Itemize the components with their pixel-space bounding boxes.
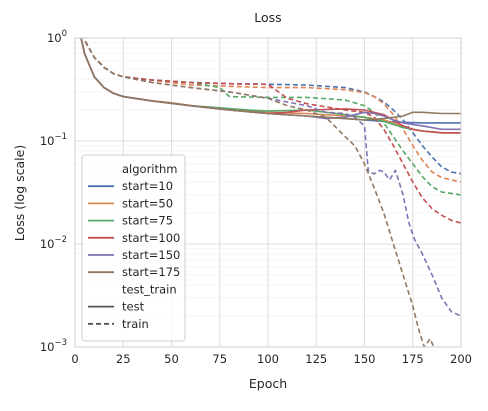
x-tick-label: 75 bbox=[212, 352, 227, 366]
y-tick-label: 10−1 bbox=[40, 132, 67, 148]
x-tick-label: 25 bbox=[116, 352, 131, 366]
y-tick-label: 10−3 bbox=[40, 338, 67, 354]
legend-label: start=150 bbox=[122, 248, 180, 262]
x-tick-label: 50 bbox=[164, 352, 179, 366]
chart-title: Loss bbox=[254, 10, 281, 25]
x-tick-label: 175 bbox=[402, 352, 424, 366]
x-tick-label: 100 bbox=[257, 352, 279, 366]
legend-box bbox=[81, 154, 186, 342]
legend-label: train bbox=[122, 317, 149, 331]
x-axis-label: Epoch bbox=[249, 376, 287, 391]
legend-label: start=50 bbox=[122, 196, 173, 210]
legend-style-title: test_train bbox=[122, 282, 177, 296]
series-line-start=10-train bbox=[83, 38, 461, 175]
y-tick-label: 10−2 bbox=[40, 235, 67, 251]
x-tick-label: 125 bbox=[305, 352, 327, 366]
legend-label: test bbox=[122, 300, 145, 314]
x-tick-label: 200 bbox=[450, 352, 472, 366]
legend-label: start=175 bbox=[122, 265, 180, 279]
series-line-start=75-train bbox=[83, 38, 461, 196]
x-tick-layer: 0 25 50 75 100 125 150 175 200 bbox=[71, 352, 472, 366]
y-axis-label: Loss (log scale) bbox=[12, 145, 27, 241]
legend-label: start=75 bbox=[122, 214, 173, 228]
series-layer bbox=[80, 38, 461, 347]
legend-label: start=100 bbox=[122, 231, 180, 245]
series-line-start=175-train bbox=[83, 38, 435, 347]
y-tick-label: 100 bbox=[47, 29, 67, 45]
legend-label: start=10 bbox=[122, 179, 173, 193]
x-tick-label: 150 bbox=[354, 352, 376, 366]
series-line-start=175-test bbox=[80, 38, 461, 121]
plot-frame bbox=[74, 37, 462, 348]
legend: algorithm start=10 start=50 start=75 start=1… bbox=[81, 154, 186, 342]
legend-hue-title: algorithm bbox=[122, 162, 178, 176]
y-tick-layer: 100 10−1 10−2 10−3 bbox=[40, 29, 67, 354]
x-tick-label: 0 bbox=[71, 352, 78, 366]
